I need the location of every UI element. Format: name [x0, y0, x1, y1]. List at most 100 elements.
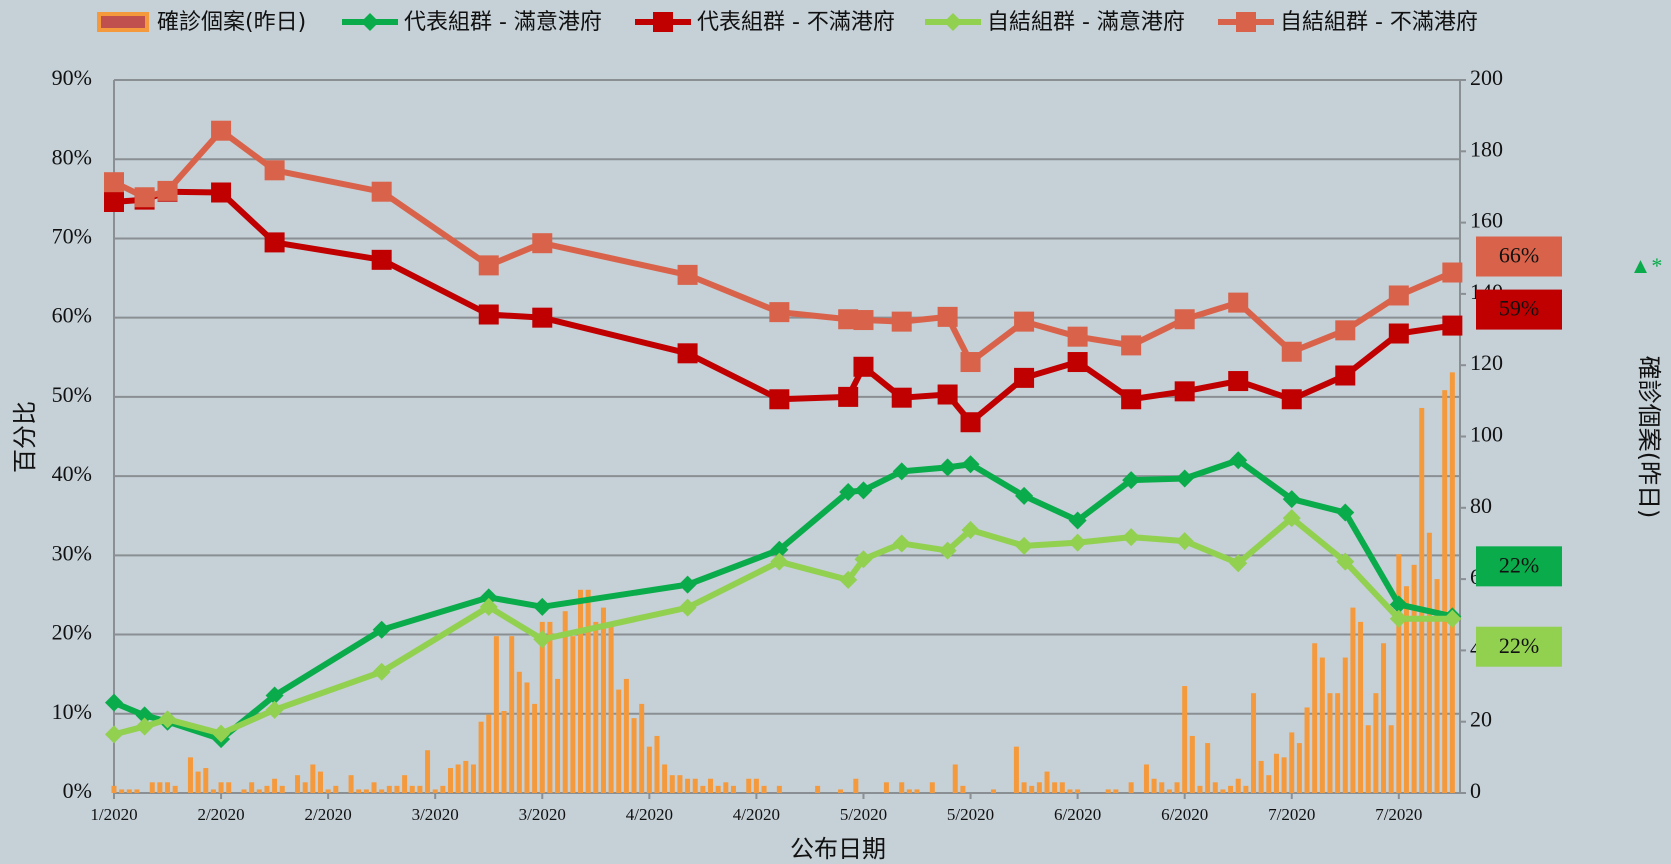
bar: [1036, 782, 1042, 793]
marker: [372, 620, 391, 639]
bar: [501, 711, 507, 793]
x-tick-label: 2/2020: [197, 805, 244, 824]
bar: [348, 775, 354, 793]
bar: [463, 760, 469, 793]
bar: [952, 764, 958, 793]
bar: [386, 785, 392, 793]
marker: [1068, 533, 1087, 552]
legend-label: 自結組群 - 不滿港府: [1280, 10, 1478, 35]
line: [112, 457, 1454, 743]
marker: [1228, 371, 1249, 392]
bar: [310, 764, 316, 793]
marker: [265, 686, 284, 705]
bar: [134, 789, 140, 793]
marker: [1228, 292, 1249, 313]
bar: [1335, 693, 1341, 793]
bar: [585, 589, 591, 793]
bar: [715, 785, 721, 793]
bar: [1411, 564, 1417, 793]
bar: [1052, 782, 1058, 793]
marker: [770, 540, 789, 559]
bar: [1013, 746, 1019, 793]
bar: [692, 778, 698, 793]
bar: [425, 750, 431, 793]
marker: [938, 458, 957, 477]
bar: [317, 771, 323, 793]
marker: [212, 724, 231, 743]
bar: [1312, 643, 1318, 793]
bar: [631, 718, 637, 793]
bar: [700, 785, 706, 793]
bar: [547, 621, 553, 793]
bar: [1067, 789, 1073, 793]
marker: [1335, 320, 1356, 341]
bar: [906, 789, 912, 793]
bar: [486, 714, 492, 793]
legend-swatch: [97, 12, 149, 32]
marker: [1014, 367, 1035, 388]
bar: [363, 789, 369, 793]
marker: [105, 725, 123, 744]
legend-marker: [1236, 12, 1256, 32]
bar: [1434, 579, 1440, 793]
marker: [839, 570, 858, 589]
y-tick-label: 60%: [52, 303, 92, 328]
bar: [493, 636, 499, 793]
marker: [770, 552, 789, 571]
bar: [295, 775, 301, 793]
marker: [533, 597, 552, 616]
bar: [226, 782, 232, 793]
marker: [1229, 451, 1248, 470]
y2-tick-label: 0: [1470, 778, 1481, 803]
bar: [187, 757, 193, 793]
marker: [265, 700, 284, 719]
legend-marker: [361, 13, 379, 31]
marker: [1068, 511, 1087, 530]
y2-tick-label: 80: [1470, 493, 1492, 518]
marker: [838, 309, 859, 330]
bar: [1220, 789, 1226, 793]
bar: [1174, 782, 1180, 793]
marker: [769, 302, 790, 323]
bar: [172, 785, 178, 793]
bar: [448, 768, 453, 793]
legend-label: 代表組群 - 滿意港府: [404, 10, 602, 35]
bar: [402, 775, 408, 793]
bar: [210, 789, 216, 793]
bar: [730, 785, 736, 793]
bar: [249, 782, 255, 793]
bar: [149, 782, 155, 793]
y-tick-label: 30%: [52, 540, 92, 565]
marker: [892, 462, 911, 481]
marker: [961, 455, 980, 474]
bar: [1449, 372, 1455, 793]
marker: [1121, 389, 1142, 410]
bar: [1419, 407, 1425, 793]
y-tick-label: 70%: [52, 223, 92, 248]
x-tick-label: 3/2020: [412, 805, 459, 824]
marker: [1015, 486, 1034, 505]
bar: [914, 789, 920, 793]
y-tick-label: 90%: [52, 65, 92, 90]
marker: [1282, 509, 1301, 528]
bar: [1342, 657, 1348, 793]
marker: [853, 310, 874, 331]
marker: [678, 575, 697, 594]
bar: [570, 636, 576, 793]
marker: [1067, 352, 1088, 373]
bar: [1396, 554, 1402, 793]
marker: [854, 550, 873, 569]
x-tick-label: 5/2020: [947, 805, 994, 824]
marker: [372, 662, 391, 681]
x-tick-label: 4/2020: [626, 805, 673, 824]
bar: [1205, 743, 1211, 793]
bar: [1373, 693, 1379, 793]
bar: [639, 703, 645, 793]
bar: [990, 789, 996, 793]
marker: [1122, 528, 1141, 547]
marker: [677, 343, 698, 364]
bar: [241, 789, 247, 793]
bar: [1228, 785, 1234, 793]
marker: [211, 120, 232, 141]
